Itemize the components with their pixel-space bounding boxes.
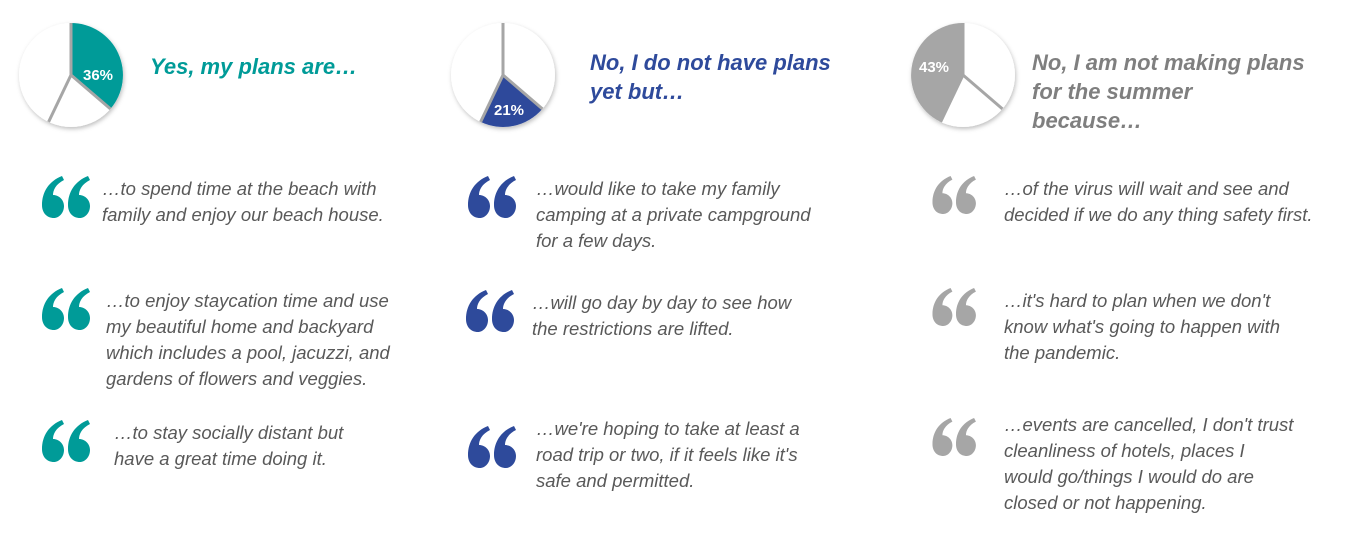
heading-no-plans-yet: No, I do not have plans yet but… bbox=[590, 48, 831, 106]
pie-chart-not-making-plans: 43% bbox=[908, 20, 1018, 130]
quote-text: …to enjoy staycation time and use my beau… bbox=[106, 290, 390, 389]
heading-line: for the summer bbox=[1032, 79, 1193, 104]
pie-chart-yes: 36% bbox=[16, 20, 126, 130]
heading-line: yet but… bbox=[590, 79, 685, 104]
quote-item: …it's hard to plan when we don't know wha… bbox=[932, 288, 1280, 366]
quote-item: …to stay socially distant but have a grea… bbox=[42, 420, 343, 472]
pie-label: 36% bbox=[83, 67, 113, 84]
quote-text: …it's hard to plan when we don't know wha… bbox=[1004, 290, 1281, 363]
heading-not-making-plans: No, I am not making plans for the summer… bbox=[1032, 48, 1305, 135]
quote-item: …of the virus will wait and see and decid… bbox=[932, 176, 1313, 228]
quote-text: …to spend time at the beach with family a… bbox=[102, 178, 384, 225]
quote-mark-icon bbox=[42, 176, 90, 218]
heading-yes: Yes, my plans are… bbox=[150, 52, 357, 81]
quote-mark-icon bbox=[932, 288, 976, 326]
quote-mark-icon bbox=[468, 426, 516, 468]
quote-mark-icon bbox=[932, 418, 976, 456]
quote-mark-icon bbox=[468, 176, 516, 218]
heading-line: No, I do not have plans bbox=[590, 50, 831, 75]
heading-line: because… bbox=[1032, 108, 1143, 133]
quote-text: …to stay socially distant but have a grea… bbox=[114, 422, 344, 469]
quote-item: …we're hoping to take at least a road tri… bbox=[468, 416, 800, 494]
quote-text: …of the virus will wait and see and decid… bbox=[1004, 178, 1313, 225]
pie-label: 21% bbox=[494, 102, 524, 119]
quote-item: …events are cancelled, I don't trust clea… bbox=[932, 412, 1293, 516]
quote-item: …would like to take my family camping at … bbox=[468, 176, 811, 254]
quote-text: …will go day by day to see how the restri… bbox=[532, 292, 792, 339]
quote-item: …to spend time at the beach with family a… bbox=[42, 176, 384, 228]
quote-item: …will go day by day to see how the restri… bbox=[466, 290, 791, 342]
heading-line: No, I am not making plans bbox=[1032, 50, 1305, 75]
quote-mark-icon bbox=[932, 176, 976, 214]
quote-mark-icon bbox=[42, 288, 90, 330]
quote-text: …would like to take my family camping at … bbox=[536, 178, 811, 251]
quote-item: …to enjoy staycation time and use my beau… bbox=[42, 288, 390, 392]
quote-mark-icon bbox=[466, 290, 514, 332]
quote-text: …events are cancelled, I don't trust clea… bbox=[1004, 414, 1294, 513]
quote-mark-icon bbox=[42, 420, 90, 462]
heading-line: Yes, my plans are… bbox=[150, 54, 358, 79]
pie-chart-no-plans-yet: 21% bbox=[448, 20, 558, 130]
quote-text: …we're hoping to take at least a road tri… bbox=[536, 418, 800, 491]
pie-label: 43% bbox=[919, 59, 949, 76]
